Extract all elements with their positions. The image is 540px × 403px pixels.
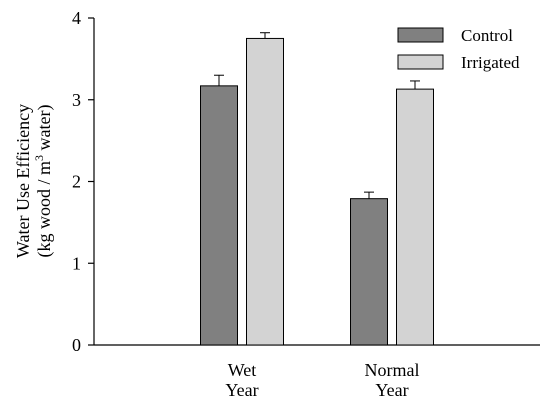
y-tick-label: 1 [72,253,81,273]
x-tick-label-line1: Wet [228,360,257,380]
y-axis-label-superscript: 3 [32,155,46,161]
x-tick-label-line1: Normal [365,360,420,380]
legend: Control Irrigated [397,26,520,72]
y-ticks: 0 1 2 3 4 [72,8,94,355]
x-tick-label-line2: Year [225,380,258,400]
y-axis-label-line1: Water Use Efficiency [13,104,33,258]
y-axis-label-line2-post: water) [34,105,55,155]
y-tick-label: 2 [72,172,81,192]
bar-control [350,198,388,346]
legend-label-irrigated: Irrigated [461,53,520,72]
y-axis-label-line2: (kg wood / m3 water) [32,105,55,258]
y-tick-label: 4 [72,8,81,28]
bars [200,37,434,346]
y-tick-label: 0 [72,335,81,355]
bar-control [200,85,238,346]
x-tick-label-line2: Year [375,380,408,400]
bar-irrigated [396,88,434,346]
legend-label-control: Control [461,26,513,45]
error-bars [214,32,420,199]
y-axis-label-line2-pre: (kg wood / m [34,161,55,258]
legend-swatch-control [397,27,444,43]
y-tick-label: 3 [72,90,81,110]
bar-irrigated [246,37,284,346]
legend-swatch-irrigated [397,54,444,70]
